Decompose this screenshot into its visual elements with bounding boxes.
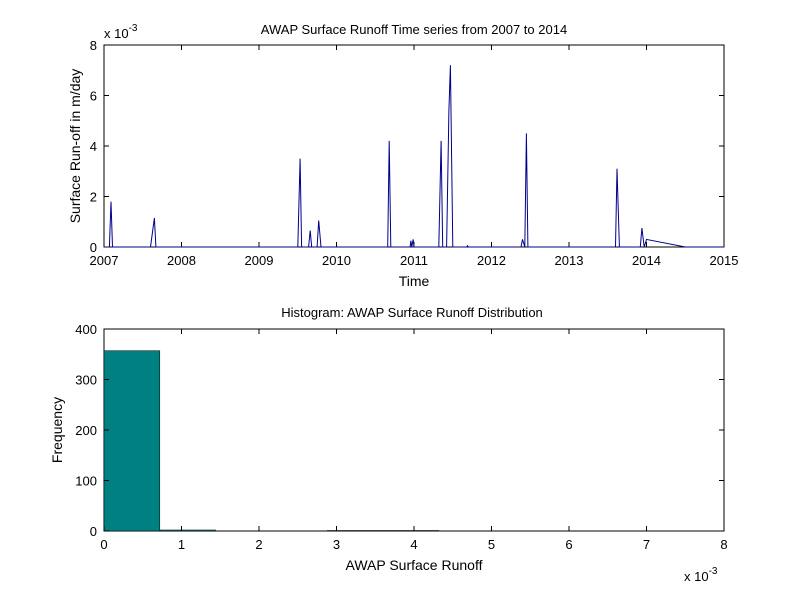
y-tick-label: 300 — [75, 373, 97, 388]
y-tick-label: 6 — [90, 89, 97, 104]
x-tick-label: 7 — [643, 537, 650, 552]
x-tick-label: 2007 — [90, 253, 119, 268]
timeseries-plot: AWAP Surface Runoff Time series from 200… — [67, 22, 738, 289]
timeseries-axes-box — [103, 44, 725, 248]
timeseries-xlabel: Time — [399, 273, 430, 289]
y-tick-label: 0 — [90, 240, 97, 255]
x-tick-label: 8 — [720, 537, 727, 552]
x-tick-label: 4 — [410, 537, 417, 552]
x-tick-label: 2008 — [167, 253, 196, 268]
x-tick-label: 2010 — [322, 253, 351, 268]
x-tick-label: 5 — [488, 537, 495, 552]
histogram-bar — [103, 350, 161, 532]
histogram-plot: Histogram: AWAP Surface Runoff Distribut… — [49, 305, 728, 584]
y-tick-label: 400 — [75, 322, 97, 337]
y-tick-label: 2 — [90, 190, 97, 205]
x-tick-label: 2 — [255, 537, 262, 552]
x-tick-label: 3 — [333, 537, 340, 552]
x-tick-label: 2014 — [632, 253, 661, 268]
timeseries-ylabel: Surface Run-off in m/day — [67, 69, 83, 224]
histogram-bar — [159, 529, 216, 532]
x-tick-label: 2015 — [710, 253, 739, 268]
y-tick-label: 200 — [75, 423, 97, 438]
y-tick-label: 0 — [90, 524, 97, 539]
y-tick-label: 8 — [90, 38, 97, 53]
timeseries-y-multiplier-base: x 10 — [104, 26, 129, 41]
x-tick-label: 0 — [100, 537, 107, 552]
histogram-title: Histogram: AWAP Surface Runoff Distribut… — [281, 305, 543, 320]
x-tick-label: 1 — [178, 537, 185, 552]
timeseries-y-multiplier: x 10-3 — [104, 23, 138, 41]
histogram-xlabel: AWAP Surface Runoff — [346, 557, 483, 573]
histogram-ylabel: Frequency — [49, 397, 65, 463]
histogram-axes-box — [103, 328, 725, 532]
x-tick-label: 2009 — [245, 253, 274, 268]
histogram-bar — [382, 530, 440, 532]
timeseries-line — [104, 65, 724, 248]
x-tick-label: 6 — [565, 537, 572, 552]
histogram-x-multiplier-base: x 10 — [684, 569, 709, 584]
x-tick-label: 2013 — [555, 253, 584, 268]
x-tick-label: 2011 — [400, 253, 428, 268]
histogram-x-multiplier: x 10-3 — [684, 566, 718, 584]
timeseries-title: AWAP Surface Runoff Time series from 200… — [261, 22, 567, 37]
histogram-bar — [326, 530, 384, 532]
timeseries-y-multiplier-exp: -3 — [129, 23, 138, 34]
y-tick-label: 4 — [90, 139, 97, 154]
x-tick-label: 2012 — [477, 253, 506, 268]
histogram-x-multiplier-exp: -3 — [709, 566, 718, 577]
y-tick-label: 100 — [75, 474, 97, 489]
